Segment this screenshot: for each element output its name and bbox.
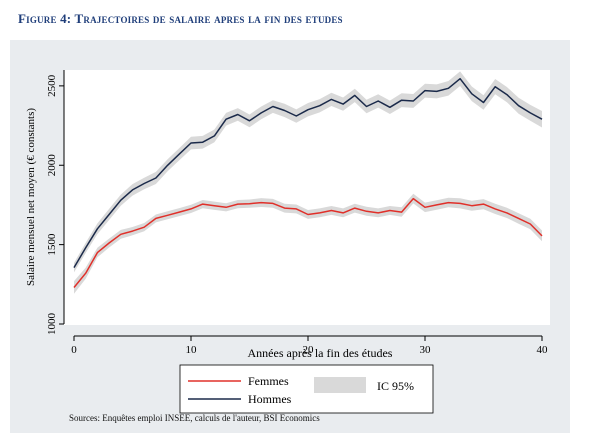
- line-chart: 1000 1500 2000 2500 0 10 20 30 40 Années après …: [25, 70, 550, 414]
- x-axis-ticks: 0 10 20 30 40: [71, 336, 548, 356]
- series-line-hommes: [73, 77, 543, 268]
- legend-label-hommes: Hommes: [248, 392, 292, 406]
- y-tick-label: 1500: [46, 233, 58, 256]
- y-tick-label: 2500: [46, 74, 58, 97]
- x-tick-label: 40: [537, 344, 549, 356]
- legend-swatch-ic95: [314, 377, 366, 393]
- y-tick-label: 1000: [46, 313, 58, 336]
- chart-panel: 1000 1500 2000 2500 0 10 20 30 40 Années après …: [10, 40, 570, 433]
- x-axis-label: Années après la fin des études: [248, 346, 393, 360]
- series-lines: [73, 77, 543, 288]
- x-tick-label: 10: [186, 344, 198, 356]
- y-axis-ticks: 1000 1500 2000 2500: [46, 74, 64, 335]
- figure-title: Figure 4: Trajectoires de salaire apres …: [18, 11, 343, 26]
- y-axis-label: Salaire mensuel net moyen (€ constants): [25, 108, 37, 286]
- legend-box: [179, 364, 434, 414]
- series-line-femmes: [73, 197, 543, 288]
- source-note: Sources: Enquêtes emploi INSEE, calculs …: [69, 413, 320, 423]
- x-tick-label: 0: [71, 344, 77, 356]
- chart-legend: Femmes Hommes IC 95%: [179, 364, 434, 414]
- legend-label-femmes: Femmes: [248, 374, 289, 388]
- x-tick-label: 20: [303, 344, 315, 356]
- x-tick-label: 30: [420, 344, 432, 356]
- ic95-band-hommes: [74, 71, 542, 273]
- y-tick-label: 2000: [46, 154, 58, 177]
- legend-label-ic95: IC 95%: [377, 379, 414, 393]
